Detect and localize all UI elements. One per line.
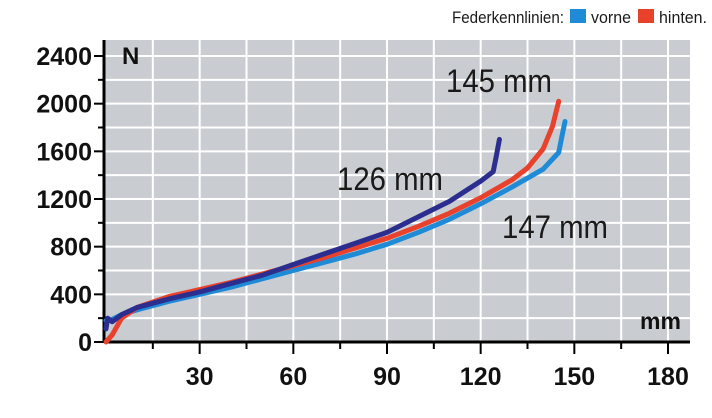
y-tick-label: 400 [50,281,92,309]
legend-label-vorne: vorne [591,8,631,27]
x-tick-label: 90 [373,363,401,391]
x-tick-label: 60 [279,363,307,391]
y-tick-label: 1600 [36,138,92,166]
legend-swatch-hinten [638,9,654,23]
legend-title: Federkennlinien: [452,8,564,27]
x-tick-label: 30 [186,363,214,391]
y-tick-label: 2400 [36,43,92,71]
legend-swatch-vorne [570,9,586,23]
legend-label-hinten: hinten. [659,8,707,27]
y-tick-label: 800 [50,234,92,262]
x-tick-label: 180 [647,363,689,391]
series-annotation-label: 147 mm [502,209,608,245]
y-tick-label: 0 [78,329,92,357]
x-tick-label: 150 [553,363,595,391]
y-tick-label: 2000 [36,91,92,119]
series-line-126-mm [103,136,502,332]
series-annotation-label: 145 mm [446,63,552,99]
x-axis-label: mm [640,308,681,334]
y-axis-label: N [122,43,139,70]
series-annotation-label: 126 mm [337,161,443,197]
x-tick-label: 120 [460,363,502,391]
y-tick-label: 1200 [36,186,92,214]
